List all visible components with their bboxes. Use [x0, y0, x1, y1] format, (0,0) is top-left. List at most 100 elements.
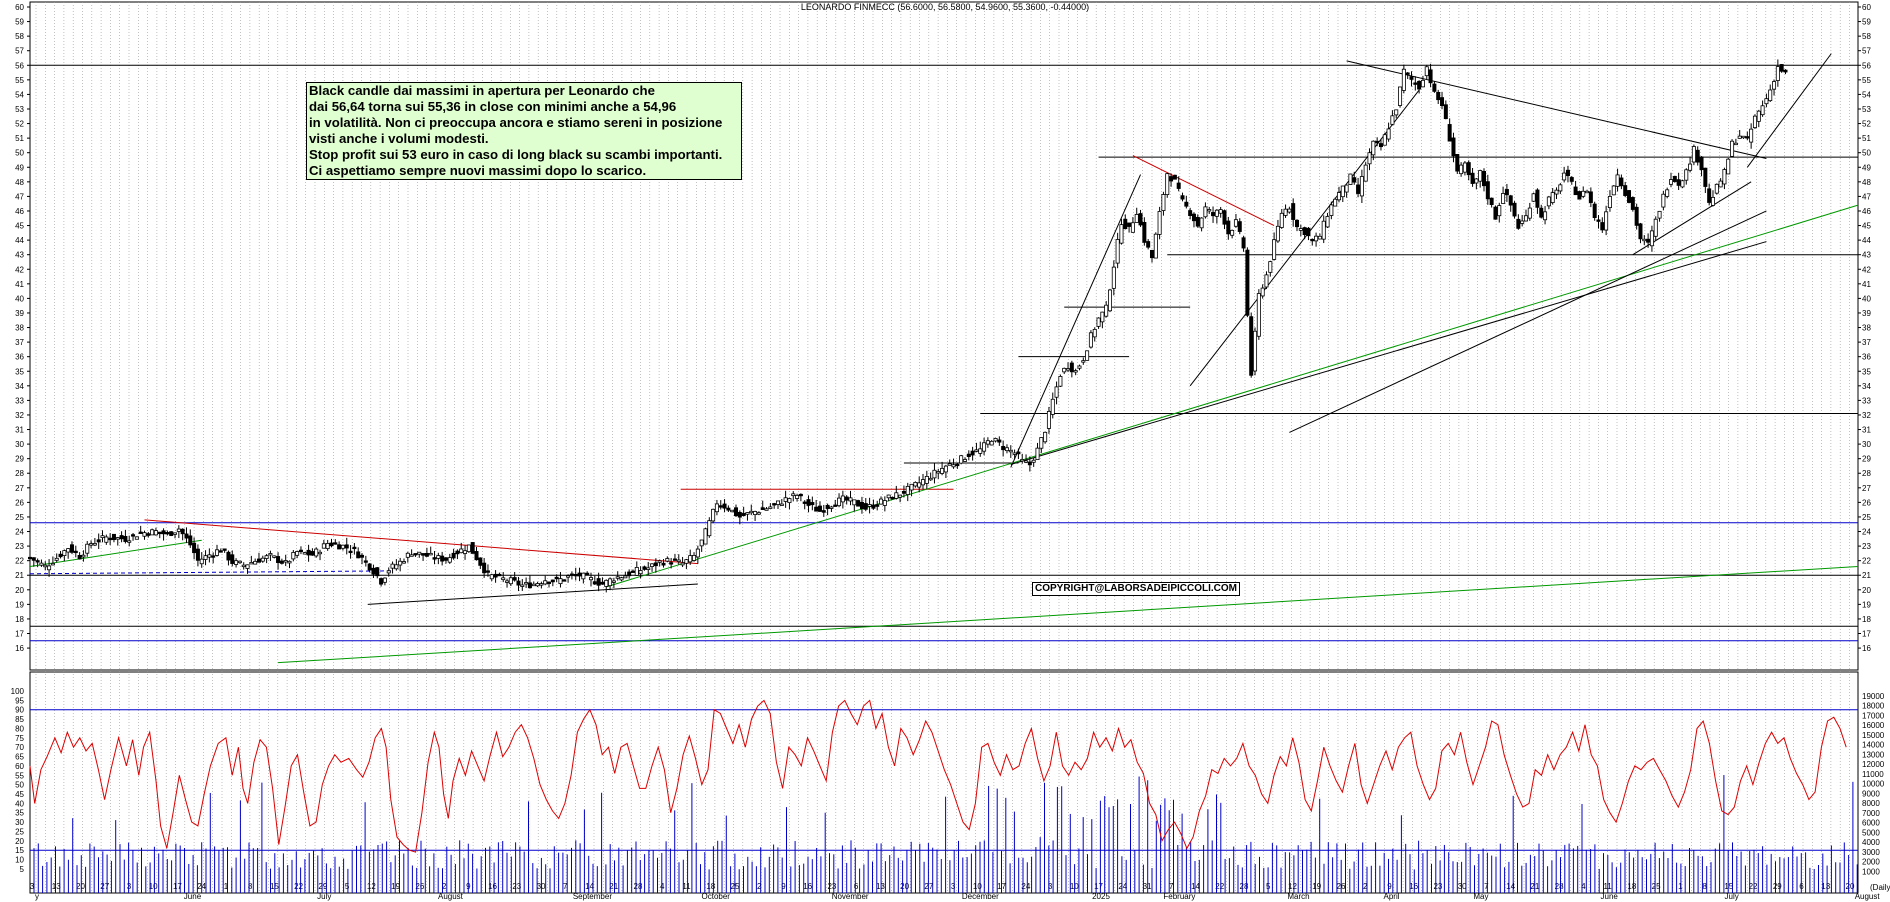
x-tick-label: 19 [1312, 882, 1321, 891]
x-month-label: November [832, 892, 869, 901]
candle-body [417, 551, 422, 555]
y-tick-label-left: 28 [15, 469, 24, 478]
candle-body [1665, 189, 1670, 197]
candle-body [859, 501, 864, 510]
y-tick-label-left: 58 [15, 32, 24, 41]
candle-body [1768, 89, 1773, 102]
note-line: in volatilità. Non ci preoccupa ancora e… [309, 115, 723, 130]
y-tick-label-left: 33 [15, 396, 24, 405]
candle-body [898, 494, 903, 498]
y-tick-label-left: 27 [15, 484, 24, 493]
candle-body [1546, 196, 1551, 207]
x-tick-label: 5 [345, 882, 350, 891]
candle-body [1451, 137, 1456, 157]
x-tick-label: 2 [1363, 882, 1368, 891]
candle-body [1066, 368, 1071, 371]
y-tick-label-left: 20 [15, 586, 24, 595]
candle-body [1596, 219, 1601, 222]
volume-tick-label: 17000 [1862, 711, 1885, 720]
volume-tick-label: 15000 [1862, 731, 1885, 740]
trend-line [278, 565, 1859, 664]
candle-body [1123, 218, 1128, 230]
candle-body [367, 563, 372, 571]
oscillator-tick-label: 30 [15, 818, 24, 827]
candle-body [676, 559, 681, 562]
candle-body [646, 567, 651, 570]
candle-body [192, 542, 197, 554]
candle-body [695, 548, 700, 558]
candle-body [161, 530, 166, 535]
x-tick-label: 14 [585, 882, 594, 891]
candle-body [772, 503, 777, 506]
candle-body [283, 560, 288, 563]
note-line: Black candle dai massimi in apertura per… [309, 83, 655, 98]
x-tick-label: 4 [660, 882, 665, 891]
x-tick-label: 2 [442, 882, 447, 891]
candle-body [962, 459, 967, 462]
oscillator-tick-label: 35 [15, 809, 24, 818]
trend-line [1346, 60, 1767, 160]
candle-body [970, 450, 975, 456]
trend-line [1289, 210, 1767, 433]
x-tick-label: 23 [827, 882, 836, 891]
y-tick-label-right: 39 [1862, 309, 1871, 318]
candle-body [1684, 169, 1689, 181]
candle-body [375, 567, 380, 577]
x-tick-label: 1 [224, 882, 229, 891]
candle-body [718, 505, 723, 508]
candle-body [386, 570, 391, 574]
candle-body [1306, 227, 1311, 237]
trend-line [1746, 53, 1832, 168]
y-tick-label-left: 39 [15, 309, 24, 318]
candle-body [821, 510, 826, 513]
candle-body [604, 579, 609, 587]
x-tick-label: 12 [367, 882, 376, 891]
candle-body [802, 501, 807, 504]
y-tick-label-left: 29 [15, 455, 24, 464]
candle-body [253, 560, 258, 565]
candle-body [1569, 177, 1574, 182]
candle-body [150, 529, 155, 536]
candle-body [966, 453, 971, 457]
candle-body [1272, 239, 1277, 260]
candle-body [810, 502, 815, 506]
candle-body [905, 485, 910, 495]
candles [27, 59, 1788, 593]
candle-body [817, 505, 822, 512]
candle-body [1512, 202, 1517, 217]
candle-body [1191, 213, 1196, 222]
candle-body [913, 482, 918, 487]
candle-body [955, 463, 960, 467]
candle-body [997, 439, 1002, 443]
volume-tick-label: 13000 [1862, 750, 1885, 759]
x-month-label: December [962, 892, 999, 901]
candle-body [1424, 66, 1429, 77]
candle-body [623, 575, 628, 579]
candle-body [1565, 169, 1570, 177]
candle-body [230, 554, 235, 564]
candle-body [424, 552, 429, 557]
candle-body [989, 440, 994, 446]
candle-body [489, 574, 494, 580]
y-tick-label-left: 44 [15, 236, 24, 245]
x-tick-label: 15 [1724, 882, 1733, 891]
y-tick-label-left: 46 [15, 207, 24, 216]
candle-body [894, 492, 899, 499]
candle-body [310, 551, 315, 556]
candle-body [619, 577, 624, 581]
volume-tick-label: 5000 [1862, 828, 1880, 837]
y-tick-label-left: 56 [15, 61, 24, 70]
x-tick-label: 7 [563, 882, 568, 891]
candle-body [50, 563, 55, 566]
y-tick-label-right: 45 [1862, 222, 1871, 231]
candle-body [1783, 69, 1788, 73]
candle-body [1314, 235, 1319, 242]
candle-body [1336, 192, 1341, 201]
oscillator-tick-label: 10 [15, 856, 24, 865]
y-tick-label-left: 52 [15, 120, 24, 129]
candle-body [1741, 135, 1746, 139]
trend-line [1132, 155, 1275, 226]
candle-body [1321, 220, 1326, 240]
y-tick-label-left: 16 [15, 644, 24, 653]
candle-body [302, 552, 307, 555]
